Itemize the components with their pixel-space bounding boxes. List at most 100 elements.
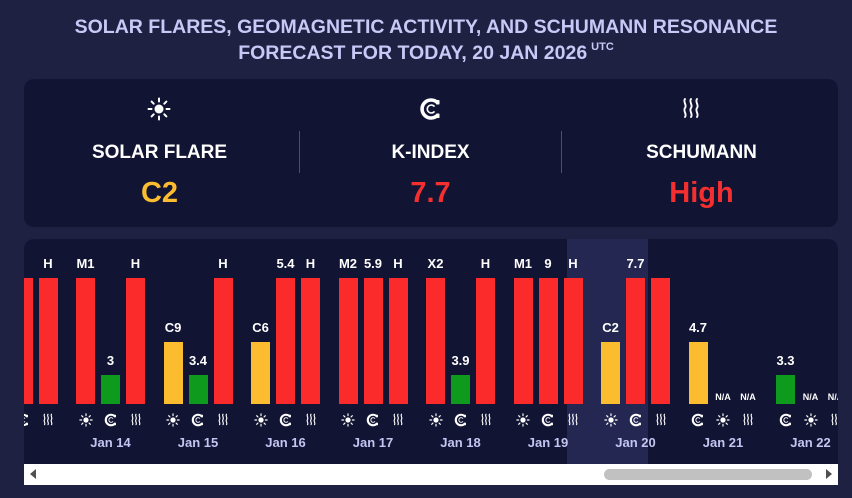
schumann-value-label: N/A <box>827 392 838 402</box>
kp-bar <box>24 278 33 404</box>
kp-value-label: 4.7 <box>688 320 708 335</box>
kp-value-label: 3.9 <box>451 353 470 368</box>
solar-bar <box>76 278 95 404</box>
schumann-value-label: N/A <box>740 392 756 402</box>
solar-bar <box>513 278 533 404</box>
kp-bar <box>101 375 120 404</box>
summary-divider <box>561 131 562 173</box>
day-date-label: Jan 14 <box>90 435 131 450</box>
solar-bar <box>251 342 270 404</box>
summary-k-index-value: 7.7 <box>410 177 451 209</box>
schumann-bar <box>38 278 58 404</box>
schumann-value-label: H <box>305 256 316 271</box>
kp-value-label: 3 <box>106 353 115 368</box>
schumann-bar <box>476 278 495 404</box>
magnet-icon <box>454 413 467 427</box>
kp-value-label: 7.7 <box>626 256 645 271</box>
summary-panel: SOLAR FLARE C2 K-INDEX 7.7 SCHUMANN High <box>24 79 838 227</box>
solar-value-label: N/A <box>802 392 819 402</box>
solar-value-label: X2 <box>427 256 444 271</box>
magnet-icon <box>779 413 792 427</box>
magnet-icon <box>104 413 117 427</box>
kp-bar <box>276 278 295 404</box>
summary-divider <box>299 131 300 173</box>
forecast-timeline[interactable]: H M1 3 H Jan 14 C9 3.4 H Jan 15 C6 5.4 H Jan 16 M2 5.9… <box>24 239 838 464</box>
title-line-2-text: FORECAST FOR TODAY, 20 JAN 2026 <box>238 42 588 64</box>
waves-icon <box>481 413 490 426</box>
schumann-value-label: H <box>130 256 141 271</box>
schumann-value-label: H <box>568 256 578 271</box>
day-date-label: Jan 21 <box>702 435 744 450</box>
sun-icon <box>803 413 818 427</box>
kp-value-label: 3.3 <box>776 353 795 368</box>
waves-icon <box>568 413 578 426</box>
kp-value-label: 5.9 <box>363 256 383 271</box>
kp-bar <box>451 375 470 404</box>
sun-icon <box>428 413 443 427</box>
waves-icon <box>683 98 699 118</box>
summary-solar-flare-label: SOLAR FLARE <box>91 142 228 163</box>
summary-solar-flare: SOLAR FLARE C2 <box>24 79 295 227</box>
kp-bar <box>626 278 645 404</box>
solar-value-label: M1 <box>76 256 95 271</box>
kp-bar <box>776 375 795 404</box>
solar-bar <box>601 342 620 404</box>
day-date-label: Jan 17 <box>352 435 394 450</box>
solar-value-label: C9 <box>164 320 182 335</box>
schumann-bar <box>651 278 670 404</box>
sun-icon <box>341 413 355 427</box>
solar-bar <box>163 342 183 404</box>
page-title: SOLAR FLARES, GEOMAGNETIC ACTIVITY, AND … <box>0 14 852 69</box>
schumann-bar <box>563 278 583 404</box>
waves-icon <box>218 413 228 426</box>
schumann-bar <box>388 278 408 404</box>
kp-bar <box>538 278 558 404</box>
summary-schumann-label: SCHUMANN <box>646 142 757 163</box>
scroll-left-arrow-icon[interactable] <box>30 469 36 479</box>
magnet-icon <box>24 413 30 427</box>
kp-value-label: 5.4 <box>276 256 295 271</box>
magnet-icon <box>541 413 555 427</box>
kp-value-label: 3.4 <box>188 353 208 368</box>
summary-schumann-value: High <box>669 177 734 209</box>
kp-value-label: 9 <box>544 256 552 271</box>
day-date-label: Jan 20 <box>615 435 656 450</box>
magnet-icon <box>691 413 705 427</box>
solar-value-label: N/A <box>715 392 731 402</box>
solar-value-label: C6 <box>252 320 269 335</box>
summary-solar-flare-value: C2 <box>140 177 179 209</box>
waves-icon <box>656 413 665 426</box>
sun-icon <box>716 413 730 427</box>
schumann-bar <box>126 278 145 404</box>
summary-k-index: K-INDEX 7.7 <box>295 79 566 227</box>
kp-bar <box>688 342 708 404</box>
sun-icon <box>78 413 93 427</box>
magnet-icon <box>629 413 642 427</box>
scroll-right-arrow-icon[interactable] <box>826 469 832 479</box>
day-date-label: Jan 19 <box>527 435 569 450</box>
horizontal-scrollbar[interactable] <box>24 464 838 485</box>
solar-value-label: M1 <box>513 256 533 271</box>
sun-icon <box>516 413 530 427</box>
scrollbar-thumb[interactable] <box>604 469 812 480</box>
solar-value-label: C2 <box>602 320 619 335</box>
schumann-bar <box>301 278 320 404</box>
summary-schumann: SCHUMANN High <box>566 79 837 227</box>
day-date-label: Jan 18 <box>440 435 481 450</box>
schumann-bar <box>213 278 233 404</box>
solar-value-label: M2 <box>338 256 358 271</box>
schumann-value-label: H <box>43 256 53 271</box>
sun-icon <box>603 413 618 427</box>
solar-bar <box>426 278 445 404</box>
kp-bar <box>188 375 208 404</box>
day-date-label: Jan 22 <box>790 435 831 450</box>
day-date-label: Jan 15 <box>177 435 219 450</box>
timezone-label: UTC <box>591 41 614 53</box>
solar-bar <box>338 278 358 404</box>
waves-icon <box>743 413 753 426</box>
sun-icon <box>253 413 268 427</box>
sun-icon <box>166 413 180 427</box>
magnet-icon <box>420 98 442 120</box>
waves-icon <box>393 413 403 426</box>
schumann-value-label: H <box>218 256 228 271</box>
